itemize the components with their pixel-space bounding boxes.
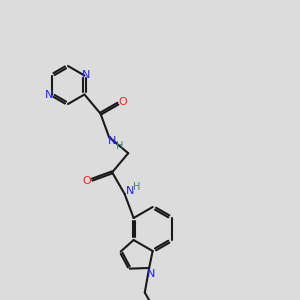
Text: O: O	[83, 176, 92, 186]
Text: N: N	[125, 186, 134, 196]
Text: N: N	[108, 136, 116, 146]
Text: N: N	[45, 91, 54, 100]
Text: N: N	[147, 269, 155, 279]
Text: H: H	[133, 182, 140, 192]
Text: N: N	[82, 70, 91, 80]
Text: O: O	[118, 97, 127, 107]
Text: H: H	[116, 141, 124, 151]
